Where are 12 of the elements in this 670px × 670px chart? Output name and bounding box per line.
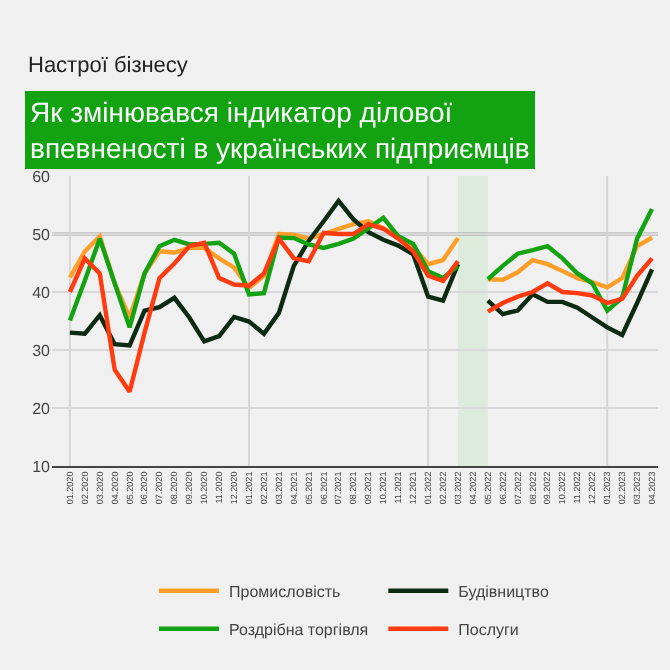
chart-title: Як змінювався індикатор ділової впевненості в українських підприємців: [30, 96, 530, 165]
legend-label: Будівництво: [458, 582, 550, 601]
legend-label: Послуги: [458, 620, 519, 639]
legend-label: Промисловість: [229, 582, 341, 601]
y-tick-label: 10: [32, 457, 52, 476]
y-tick-label: 50: [32, 225, 52, 244]
y-tick-label: 30: [32, 341, 52, 360]
y-tick-label: 40: [32, 283, 52, 302]
chart-subtitle: Настрої бізнесу: [28, 54, 189, 78]
y-tick-label: 60: [32, 167, 52, 186]
legend-label: Роздрібна торгівля: [229, 620, 369, 639]
y-tick-label: 20: [32, 399, 52, 418]
